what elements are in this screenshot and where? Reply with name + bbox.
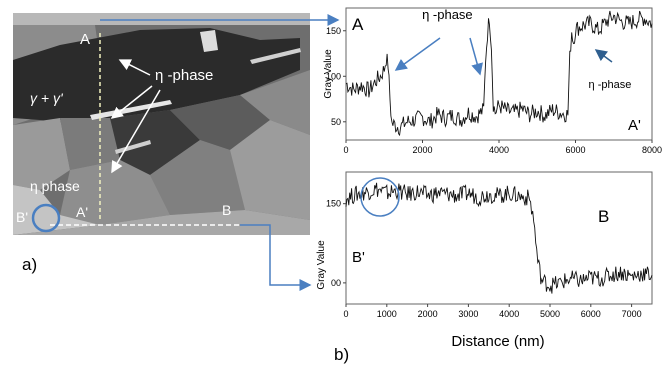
- x-tick-label: 5000: [540, 309, 560, 319]
- x-tick-label: 0: [343, 309, 348, 319]
- chart-1-plot-area: [345, 7, 653, 141]
- x-tick-label: 4000: [489, 145, 509, 155]
- chart-2-bprime-circle: [360, 177, 400, 217]
- chart-1-arrow-2: [469, 37, 483, 76]
- eta-phase-label: η phase: [30, 178, 80, 194]
- region-label: γ + γ': [30, 90, 64, 106]
- x-tick-label: 2000: [412, 145, 432, 155]
- chart-2-xlabel: Distance (nm): [451, 333, 544, 350]
- panel-b-label: b): [334, 345, 349, 364]
- chart-1-series-line: [345, 10, 653, 137]
- bprime-circle: [31, 203, 61, 233]
- x-tick-label: 4000: [499, 309, 519, 319]
- marker-aprime: A': [76, 204, 88, 220]
- chart-1-corner-right: A': [628, 117, 641, 134]
- eta-arrow-1: [118, 59, 151, 76]
- chart-2: Gray Value 00 150 0 1000 2000 3000 4000 5000 60…: [316, 171, 653, 350]
- x-tick-label: 2000: [418, 309, 438, 319]
- y-tick-label: 100: [326, 71, 341, 81]
- chart-2-corner-left: B': [352, 249, 365, 266]
- chart-1-arrow-3: [594, 49, 613, 63]
- chart-1-arrow-1: [394, 37, 441, 71]
- x-tick-label: 6000: [565, 145, 585, 155]
- eta-arrow-2: [110, 85, 153, 119]
- chart-1-ylabel: Gray Value: [323, 49, 334, 99]
- x-tick-label: 1000: [377, 309, 397, 319]
- x-tick-label: 8000: [642, 145, 662, 155]
- chart-1-corner-left: A: [352, 15, 364, 34]
- eta-label: η -phase: [155, 67, 213, 84]
- chart-1-annotation-eta-2: η -phase: [589, 79, 632, 91]
- y-tick-label: 150: [326, 199, 341, 209]
- x-tick-label: 6000: [581, 309, 601, 319]
- chart-1-annotation-eta-1: η -phase: [422, 7, 473, 22]
- y-tick-label: 00: [331, 278, 341, 288]
- y-tick-label: 150: [326, 26, 341, 36]
- chart-2-ylabel: Gray Value: [316, 240, 327, 290]
- marker-a: A: [80, 31, 90, 48]
- x-tick-label: 0: [343, 145, 348, 155]
- x-tick-label: 7000: [622, 309, 642, 319]
- chart-2-corner-right: B: [598, 207, 609, 226]
- marker-bprime: B': [16, 209, 28, 225]
- panel-a-label: a): [22, 255, 37, 274]
- connector-arrow-b: [240, 224, 312, 291]
- micrograph: [13, 13, 310, 235]
- chart-2-series-line: [345, 182, 653, 294]
- eta-arrow-3: [111, 89, 161, 174]
- y-tick-label: 50: [331, 117, 341, 127]
- marker-b: B: [222, 202, 231, 218]
- x-tick-label: 3000: [458, 309, 478, 319]
